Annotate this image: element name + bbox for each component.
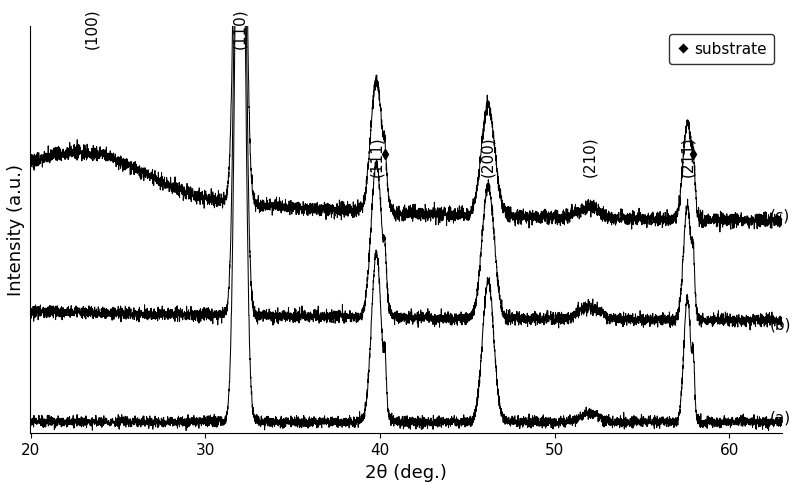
Text: (211): (211) — [680, 137, 695, 177]
X-axis label: 2θ (deg.): 2θ (deg.) — [365, 463, 447, 481]
Legend: substrate: substrate — [670, 35, 774, 65]
Text: (100): (100) — [84, 9, 99, 49]
Text: (200): (200) — [481, 137, 496, 177]
Y-axis label: Intensity (a.u.): Intensity (a.u.) — [7, 164, 25, 296]
Text: (111): (111) — [369, 137, 384, 177]
Text: (110): (110) — [233, 9, 248, 49]
Text: (b): (b) — [770, 317, 791, 332]
Text: (210): (210) — [582, 137, 597, 177]
Text: (a): (a) — [770, 410, 790, 425]
Text: (c): (c) — [770, 208, 790, 224]
